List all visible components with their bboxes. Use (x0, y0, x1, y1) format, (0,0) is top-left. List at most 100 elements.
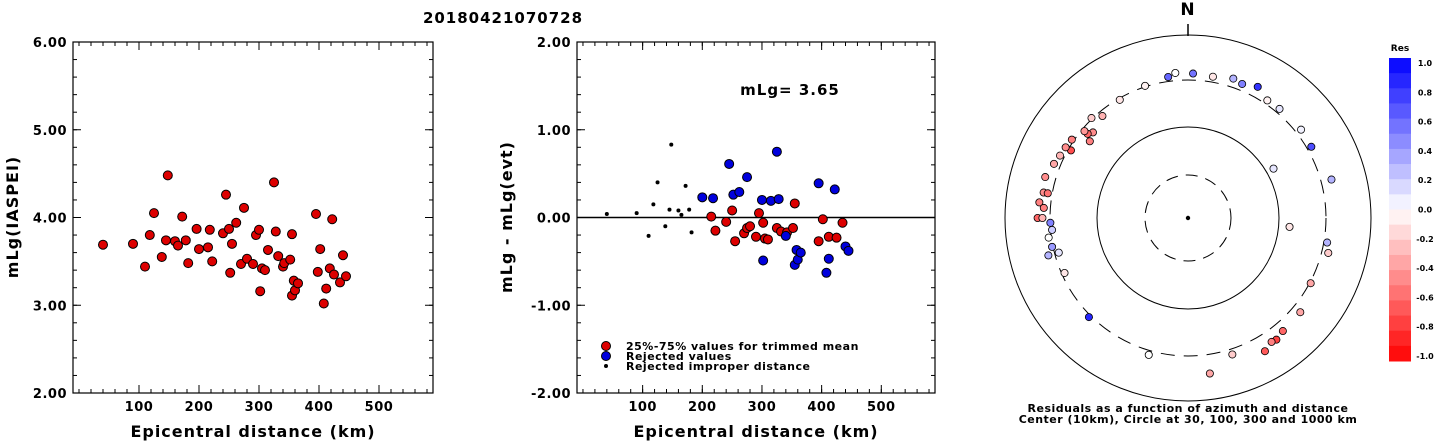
azimuth-residual-point (1087, 114, 1096, 123)
magnitude-xtick-label: 400 (305, 400, 334, 415)
station-magnitude-point (177, 211, 188, 222)
station-magnitude-point (191, 223, 202, 234)
rejected-point (697, 192, 708, 203)
azimuth-residual-point (1041, 173, 1050, 182)
improper-distance-point (679, 212, 684, 217)
improper-distance-point (651, 202, 656, 207)
trimmed-point (727, 205, 738, 216)
azimuth-residual-point (1048, 242, 1057, 251)
azimuth-residual-point (1080, 127, 1089, 136)
azimuth-residual-point (1269, 164, 1278, 173)
station-magnitude-point (312, 266, 323, 277)
azimuth-panel: N Residuals as a function of azimuth and… (1004, 0, 1372, 426)
rejected-point (742, 172, 753, 183)
colorbar-label: 0.2 (1418, 176, 1432, 185)
colorbar-swatch (1389, 58, 1411, 74)
station-magnitude-point (221, 189, 231, 200)
residual-xlabel: Epicentral distance (km) (633, 422, 878, 441)
polar-caption-2: Center (10km), Circle at 30, 100, 300 an… (1019, 413, 1358, 426)
colorbar-swatch (1389, 345, 1411, 362)
azimuth-residual-point (1039, 203, 1048, 212)
station-magnitude-point (318, 298, 329, 309)
magnitude-ylabel: mLg(IASPEI) (3, 156, 22, 278)
improper-distance-point (676, 208, 681, 213)
station-magnitude-point (315, 244, 326, 255)
colorbar-label: -0.2 (1416, 235, 1434, 244)
legend-rejected-marker (601, 351, 611, 361)
trimmed-point (751, 231, 761, 242)
azimuth-residual-point (1253, 82, 1262, 91)
station-magnitude-point (225, 267, 236, 278)
azimuth-residual-point (1278, 327, 1287, 336)
azimuth-residual-point (1084, 313, 1093, 322)
mlg-annotation: mLg= 3.65 (740, 81, 840, 99)
colorbar-swatch (1389, 133, 1411, 150)
rejected-point (773, 194, 784, 205)
trimmed-point (710, 225, 721, 236)
colorbar-swatch (1389, 224, 1411, 241)
colorbar-swatch (1389, 73, 1411, 89)
figure-title: 20180421070728 (423, 9, 583, 27)
station-magnitude-point (224, 223, 234, 234)
ring-30km (1144, 174, 1232, 262)
improper-distance-point (669, 142, 674, 147)
colorbar-swatch (1389, 179, 1411, 195)
station-magnitude-point (254, 224, 264, 235)
improper-distance-point (687, 207, 692, 212)
azimuth-residual-point (1327, 175, 1336, 184)
azimuth-residual-point (1323, 238, 1332, 247)
residual-xtick-label: 500 (867, 400, 896, 415)
colorbar-label: 0.8 (1418, 88, 1433, 97)
station-magnitude-point (173, 240, 183, 251)
azimuth-residual-point (1205, 369, 1214, 378)
azimuth-residual-point (1056, 151, 1065, 160)
station-magnitude-point (98, 239, 108, 250)
station-magnitude-point (273, 251, 284, 262)
azimuth-residual-point (1044, 233, 1053, 242)
legend-trimmed-label: 25%-75% values for trimmed mean (626, 340, 859, 353)
station-magnitude-point (293, 278, 303, 289)
station-magnitude-point (239, 202, 249, 213)
station-magnitude-point (338, 250, 348, 261)
azimuth-residual-point (1144, 350, 1153, 359)
improper-distance-point (683, 183, 688, 188)
trimmed-point (789, 198, 800, 209)
trimmed-point (758, 217, 769, 228)
colorbar-label: -0.4 (1416, 264, 1434, 273)
magnitude-ytick-label: 4.00 (33, 212, 67, 227)
colorbar-label: -0.6 (1416, 293, 1434, 302)
legend-improper-marker (604, 364, 608, 368)
colorbar-swatch (1389, 330, 1411, 347)
residual-xtick-label: 400 (807, 400, 836, 415)
epicenter-marker (1185, 215, 1191, 221)
azimuth-residual-point (1307, 142, 1316, 151)
trimmed-point (787, 223, 798, 234)
station-magnitude-point (140, 261, 150, 272)
colorbar-label: 0.4 (1418, 147, 1433, 156)
station-magnitude-point (180, 235, 191, 246)
colorbar-swatch (1389, 148, 1411, 165)
azimuth-residual-point (1115, 95, 1124, 104)
azimuth-residual-point (1046, 218, 1055, 227)
station-magnitude-point (263, 244, 273, 255)
polar-caption-1: Residuals as a function of azimuth and d… (1028, 402, 1349, 415)
colorbar-label: 0.0 (1418, 206, 1433, 215)
rejected-point (756, 194, 767, 205)
legend-improper-label: Rejected improper distance (626, 360, 810, 373)
station-magnitude-point (248, 259, 258, 270)
rejected-point (813, 178, 824, 189)
station-magnitude-point (270, 226, 281, 237)
trimmed-point (706, 211, 717, 222)
rejected-point (829, 184, 840, 195)
legend-trimmed-marker (601, 341, 611, 351)
azimuth-residual-point (1054, 248, 1063, 257)
residual-ytick-label: 0.00 (537, 212, 571, 227)
station-magnitude-point (335, 277, 345, 288)
rejected-point (843, 245, 854, 256)
azimuth-residual-point (1267, 337, 1276, 346)
colorbar-label: -0.8 (1416, 323, 1434, 332)
colorbar-label: 1.0 (1418, 59, 1433, 68)
station-magnitude-point (231, 217, 242, 228)
azimuth-residual-point (1085, 137, 1094, 146)
